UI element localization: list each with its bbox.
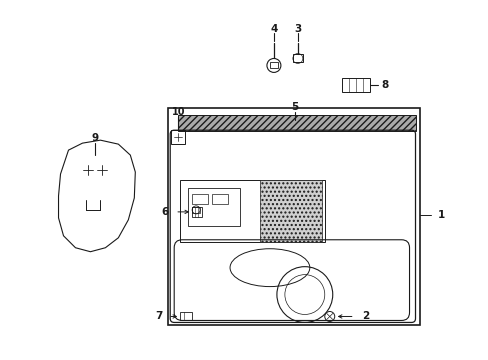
- Bar: [341, 78, 369, 92]
- Bar: [188, 188, 240, 226]
- Text: 1: 1: [437, 210, 444, 220]
- Bar: [180, 180, 324, 242]
- Bar: [171, 130, 185, 144]
- Text: 8: 8: [381, 80, 388, 90]
- Bar: [260, 180, 321, 242]
- Bar: [168, 108, 419, 325]
- Text: 2: 2: [361, 311, 368, 321]
- Text: 6: 6: [161, 207, 168, 217]
- Bar: [192, 207, 200, 213]
- Text: 7: 7: [155, 311, 162, 321]
- Text: 5: 5: [291, 102, 298, 112]
- Text: 4: 4: [270, 24, 277, 33]
- Text: 9: 9: [92, 133, 99, 143]
- Bar: [192, 207, 202, 217]
- Bar: [192, 194, 208, 204]
- Bar: [292, 54, 302, 62]
- Bar: [180, 312, 192, 320]
- Bar: [178, 115, 415, 131]
- Bar: [269, 62, 277, 68]
- Text: 10: 10: [171, 107, 184, 117]
- Bar: [212, 194, 227, 204]
- Text: 3: 3: [294, 24, 301, 33]
